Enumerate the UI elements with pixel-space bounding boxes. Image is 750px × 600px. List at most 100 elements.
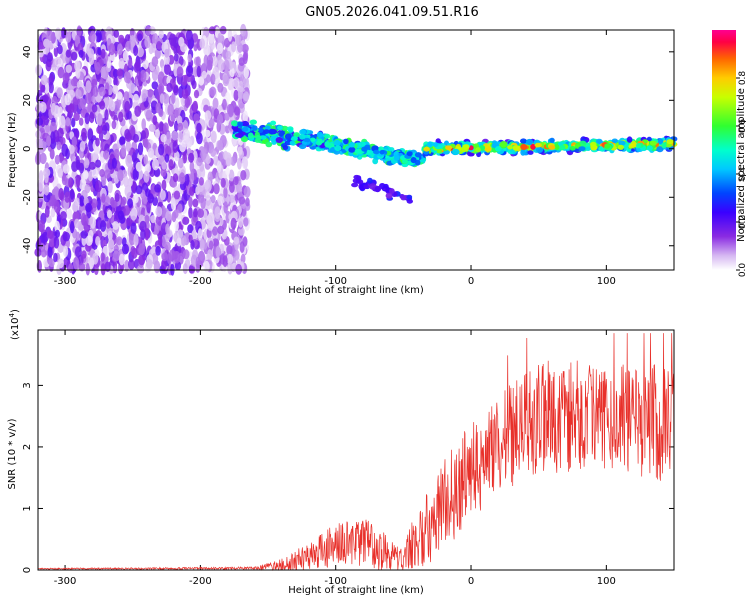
spectrogram-cell xyxy=(159,189,166,201)
spectrogram-cell xyxy=(198,194,205,203)
spectrogram-cell xyxy=(96,197,101,211)
spectrogram-cell xyxy=(189,186,195,196)
spectrogram-cell xyxy=(146,200,151,214)
spectrogram-cell xyxy=(554,144,560,151)
spectrogram-cell xyxy=(58,187,64,201)
spectrogram-cell xyxy=(237,146,243,155)
spectrogram-cell xyxy=(155,102,161,114)
spectrogram-cell xyxy=(35,64,42,76)
spectrogram-cell xyxy=(132,168,139,181)
spectrogram-cell xyxy=(166,253,173,265)
spectrogram-cell xyxy=(199,238,205,251)
spectrogram-cell xyxy=(130,208,138,221)
spectrogram-cell xyxy=(217,225,225,235)
spectrogram-cell xyxy=(123,205,131,216)
spectrogram-cell xyxy=(168,54,175,65)
spectrogram-cell xyxy=(217,58,225,72)
spectrogram-cell xyxy=(220,177,226,188)
spectrogram-cell xyxy=(212,55,218,67)
spectrogram-cell xyxy=(646,136,652,142)
spectrogram-cell xyxy=(151,56,159,67)
spectrogram-cell xyxy=(234,106,241,116)
spectrogram-cell xyxy=(475,147,481,153)
spectrogram-cell xyxy=(197,208,204,218)
spectrogram-cell xyxy=(161,179,167,191)
spectrogram-cell xyxy=(71,136,78,148)
spectrogram-cell xyxy=(208,35,215,44)
spectrogram-cell xyxy=(92,86,99,98)
spectrogram-cell xyxy=(268,128,275,135)
spectrogram-cell xyxy=(233,77,240,89)
spectrogram-frame xyxy=(37,29,675,271)
spectrogram-cell xyxy=(56,87,63,99)
spectrogram-cell xyxy=(205,191,211,201)
spectrogram-cell xyxy=(205,197,213,210)
spectrogram-cell xyxy=(535,146,544,153)
spectrogram-cell xyxy=(369,183,377,190)
spectrogram-cell xyxy=(238,217,244,228)
spectrogram-cell xyxy=(62,72,70,84)
spectrogram-cell xyxy=(152,158,159,171)
snr-y-tick-label: 2 xyxy=(22,444,33,450)
spectrogram-cell xyxy=(235,263,243,275)
snr-y-tick-label: 0 xyxy=(22,567,33,573)
spectrogram-cell xyxy=(133,233,139,247)
spectrogram-cell xyxy=(57,258,64,269)
spectrogram-cell xyxy=(460,146,468,153)
spectrogram-cell xyxy=(216,160,222,173)
spectrogram-cell xyxy=(161,161,167,170)
colorbar: 0.0 0.2 0.4 0.6 0.8 Normalized spectral ampl… xyxy=(712,30,748,277)
spectrogram-cell xyxy=(139,69,147,83)
spectrogram-cell xyxy=(499,141,508,148)
snr-x-tick-label: 100 xyxy=(597,576,616,587)
spectrogram-cell xyxy=(196,132,203,145)
spectrogram-cell xyxy=(227,29,233,42)
spectrogram-cell xyxy=(61,175,68,186)
spectrogram-cell xyxy=(78,49,84,58)
spectrogram-cell xyxy=(135,185,143,195)
spectrogram-cell xyxy=(174,150,180,162)
spectrogram-cell xyxy=(79,195,85,206)
spectrogram-cell xyxy=(70,78,78,87)
spectrogram-cell xyxy=(210,148,217,157)
spectrogram-cell xyxy=(78,117,84,126)
spectrogram-cell xyxy=(530,143,536,150)
spectrogram-cell xyxy=(154,184,161,193)
spectrogram-cell xyxy=(208,118,215,128)
spectrogram-cell xyxy=(243,217,249,227)
spectrogram-cell xyxy=(442,150,450,155)
spectrogram-cell xyxy=(238,80,244,93)
spectrogram-cell xyxy=(228,194,235,203)
spectrogram-cell xyxy=(198,177,204,186)
spectrogram-cell xyxy=(46,135,52,147)
spectrogram-cell xyxy=(123,71,130,83)
spectrogram-cell xyxy=(290,136,298,142)
spectrogram-cell xyxy=(229,182,235,193)
colorbar-tick-label: 0.0 xyxy=(738,263,748,278)
spectrogram-cell xyxy=(161,252,169,262)
spectrogram-cell xyxy=(193,113,200,123)
spectrogram-cell xyxy=(71,161,79,173)
spectrogram-cell xyxy=(237,157,242,170)
spectrogram-cell xyxy=(67,103,75,114)
spectrogram-cell xyxy=(141,118,146,131)
spectrogram-cell xyxy=(137,169,144,180)
spectrogram-cell xyxy=(373,149,380,155)
spectrogram-cell xyxy=(79,98,86,109)
spectrogram-cell xyxy=(363,184,369,190)
spectrogram-cell xyxy=(626,136,633,143)
snr-y-ticks: 0 1 2 3 xyxy=(22,382,674,573)
spectrogram-cell xyxy=(324,133,331,139)
spectrogram-cell xyxy=(65,33,72,43)
spectrogram-cell xyxy=(97,113,103,126)
spectrogram-cell xyxy=(229,77,235,90)
spectrogram-cell xyxy=(108,238,115,249)
spectrogram-cell xyxy=(188,265,195,274)
spectrogram-cell xyxy=(406,199,413,204)
spectrogram-cell xyxy=(240,170,247,181)
spectrogram-cell xyxy=(174,220,179,232)
spectrogram-cell xyxy=(99,169,105,178)
spectrogram-cell xyxy=(78,262,86,272)
spectrogram-x-tick-label: -100 xyxy=(324,276,347,287)
spectrogram-cell xyxy=(151,81,159,90)
